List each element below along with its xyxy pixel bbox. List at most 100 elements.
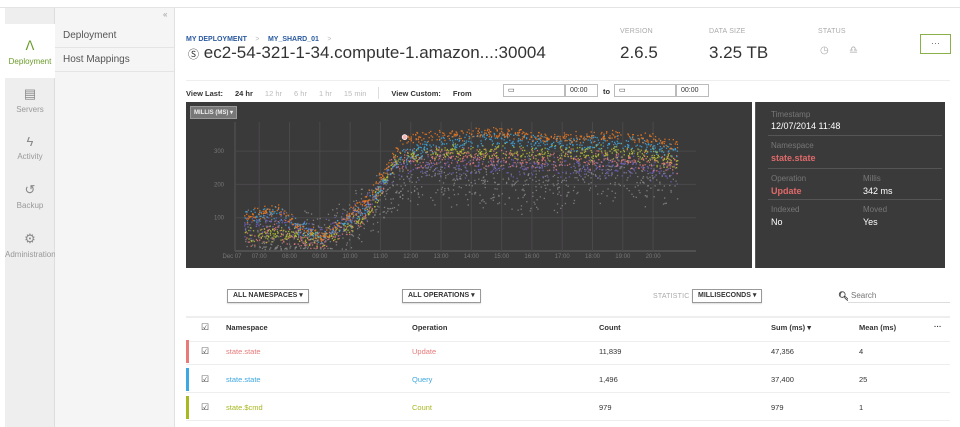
table-row[interactable]: ☑ state.state Update 11,839 47,356 4 — [186, 338, 950, 365]
data-point — [507, 172, 509, 174]
data-point — [527, 183, 529, 186]
subnav-item-deployment[interactable]: Deployment — [55, 24, 175, 48]
range-15min[interactable]: 15 min — [343, 88, 367, 98]
rail-item-deployment[interactable]: ᐱ Deployment — [5, 24, 55, 78]
range-6hr[interactable]: 6 hr — [294, 88, 307, 98]
data-point — [460, 160, 462, 163]
col-namespace[interactable]: Namespace — [226, 323, 268, 332]
data-point — [368, 189, 370, 191]
data-point — [502, 157, 504, 160]
range-12hr[interactable]: 12 hr — [264, 88, 283, 98]
data-point — [538, 166, 540, 168]
data-point — [322, 248, 325, 250]
data-point — [298, 229, 300, 232]
data-point — [456, 146, 458, 149]
row-checkbox[interactable]: ☑ — [201, 374, 210, 384]
data-point — [436, 163, 438, 165]
data-point — [338, 229, 340, 231]
breadcrumb-shard[interactable]: MY_SHARD_01 — [267, 36, 319, 43]
table-row[interactable]: ☑ state.state Query 1,496 37,400 25 — [186, 366, 950, 393]
to-time-input[interactable]: 00:00 — [676, 84, 709, 97]
row-checkbox[interactable]: ☑ — [201, 346, 210, 356]
data-point — [272, 241, 274, 243]
breadcrumb-deployment[interactable]: MY DEPLOYMENT — [186, 36, 247, 43]
data-point — [664, 163, 666, 165]
data-point — [577, 163, 580, 165]
rail-item-backup[interactable]: ↺ Backup — [5, 182, 55, 210]
scatter-chart[interactable]: MILLIS (MS) ▾ Dec 07 07:00 08:00 09:00 10:00… — [186, 102, 752, 268]
data-point — [474, 156, 476, 158]
data-point — [581, 147, 583, 149]
data-point — [284, 210, 286, 212]
data-point — [271, 236, 273, 239]
data-point — [363, 223, 365, 226]
data-point — [663, 162, 666, 164]
from-date-input[interactable]: ▭ — [503, 84, 565, 97]
data-point — [633, 138, 635, 141]
data-point — [568, 176, 571, 178]
data-point — [629, 157, 631, 159]
columns-menu[interactable]: ··· — [934, 322, 942, 331]
rail-item-servers[interactable]: ▤ Servers — [5, 86, 55, 114]
data-point — [421, 170, 423, 172]
data-point — [428, 132, 430, 134]
collapse-icon[interactable]: « — [163, 10, 168, 19]
subnav-item-host-mappings[interactable]: Host Mappings — [55, 48, 175, 72]
more-button[interactable]: ··· — [920, 34, 951, 54]
row-checkbox[interactable]: ☑ — [201, 402, 210, 412]
data-point — [292, 224, 294, 226]
search-input[interactable] — [848, 289, 950, 303]
data-point — [409, 149, 411, 151]
data-point — [653, 148, 655, 150]
data-point — [451, 162, 453, 164]
data-point — [418, 136, 420, 138]
namespace-filter[interactable]: ALL NAMESPACES ▾ — [227, 289, 309, 303]
data-point — [403, 162, 405, 164]
data-point — [290, 235, 292, 237]
select-all-checkbox[interactable]: ☑ — [201, 322, 210, 332]
data-point — [424, 133, 426, 135]
data-point — [531, 154, 533, 156]
data-point — [501, 160, 503, 162]
data-point — [474, 193, 476, 195]
range-24hr[interactable]: 24 hr — [234, 88, 253, 98]
data-point — [510, 175, 512, 177]
data-point — [643, 140, 646, 142]
data-point — [570, 137, 572, 140]
data-point — [333, 239, 335, 242]
from-time-input[interactable]: 00:00 — [565, 84, 598, 97]
data-point — [474, 179, 476, 182]
data-point — [377, 186, 380, 188]
operation-filter[interactable]: ALL OPERATIONS ▾ — [402, 289, 481, 303]
col-count[interactable]: Count — [599, 323, 621, 332]
data-point — [460, 187, 462, 189]
rail-item-administration[interactable]: ⚙ Administration — [5, 231, 56, 259]
data-point — [465, 173, 467, 175]
col-mean[interactable]: Mean (ms) — [859, 323, 897, 332]
data-point — [517, 158, 519, 160]
data-point — [649, 145, 652, 147]
table-row[interactable]: ☑ state.$cmd Count 979 979 1 — [186, 394, 950, 421]
data-point — [356, 221, 358, 223]
data-point — [559, 161, 561, 163]
data-point — [640, 134, 642, 136]
data-point — [645, 148, 647, 150]
data-point — [452, 140, 454, 142]
history-icon[interactable]: ◷ — [820, 45, 829, 56]
range-1hr[interactable]: 1 hr — [318, 88, 332, 98]
to-date-input[interactable]: ▭ — [614, 84, 676, 97]
data-point — [255, 238, 258, 241]
data-point — [339, 222, 342, 224]
data-point — [518, 171, 521, 173]
statistic-select[interactable]: MILLISECONDS ▾ — [692, 289, 763, 303]
data-point — [582, 179, 585, 181]
col-operation[interactable]: Operation — [412, 323, 448, 332]
col-sum[interactable]: Sum (ms) ▾ — [771, 323, 812, 332]
data-point — [421, 155, 423, 157]
bell-icon[interactable]: ♎︎ — [849, 45, 858, 56]
data-point — [602, 169, 604, 171]
data-point — [434, 174, 436, 176]
rail-item-activity[interactable]: ϟ Activity — [5, 134, 55, 161]
metric-select[interactable]: MILLIS (MS) ▾ — [190, 106, 238, 119]
data-point — [481, 163, 484, 165]
